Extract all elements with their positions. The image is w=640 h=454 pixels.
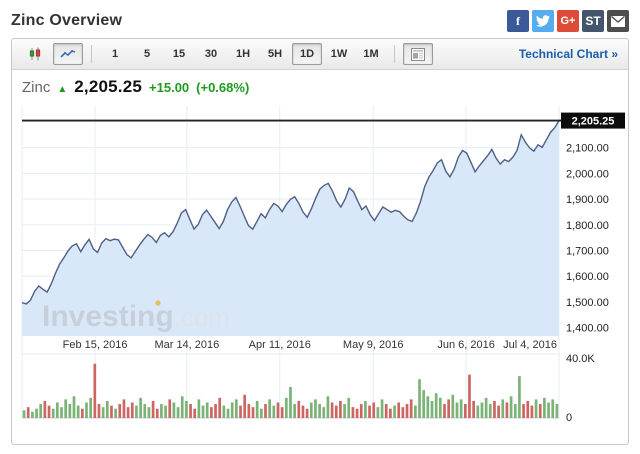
svg-text:2,000.00: 2,000.00 xyxy=(566,168,609,180)
watermark-logo-dot xyxy=(155,300,161,306)
quote-change: +15.00 xyxy=(149,80,190,95)
y-axis-labels: 2,100.00 2,000.00 1,900.00 1,800.00 1,700.00… xyxy=(566,143,609,335)
current-price-badge xyxy=(561,112,625,129)
timeframe-button-1m[interactable]: 1M xyxy=(363,48,379,60)
volume-bars xyxy=(22,363,559,418)
chart-type-line-button[interactable] xyxy=(53,43,83,65)
timeframe-button-5h[interactable]: 5H xyxy=(267,48,283,60)
price-line xyxy=(21,120,560,305)
price-up-arrow-icon: ▲ xyxy=(57,84,68,95)
svg-text:1,700.00: 1,700.00 xyxy=(566,245,609,257)
envelope-icon[interactable] xyxy=(607,10,629,32)
svg-text:Apr 11, 2016: Apr 11, 2016 xyxy=(249,339,311,351)
toolbar-divider xyxy=(91,45,92,63)
toolbar-divider xyxy=(394,45,395,63)
current-price-badge-label: 2,205.25 xyxy=(572,116,615,128)
page-header: Zinc Overview f G+ ST xyxy=(11,8,629,34)
line-chart-icon xyxy=(60,50,76,58)
timeframe-button-1w[interactable]: 1W xyxy=(330,48,348,60)
svg-text:Jun 6, 2016: Jun 6, 2016 xyxy=(437,339,495,351)
googleplus-icon[interactable]: G+ xyxy=(557,10,579,32)
svg-text:1,800.00: 1,800.00 xyxy=(566,220,609,232)
quote-row: Zinc ▲ 2,205.25 +15.00 (+0.68%) xyxy=(12,70,628,102)
svg-text:1,600.00: 1,600.00 xyxy=(566,271,609,283)
svg-text:Jul 4, 2016: Jul 4, 2016 xyxy=(503,339,557,351)
candlestick-icon xyxy=(29,47,41,61)
svg-text:40.0K: 40.0K xyxy=(566,353,595,365)
svg-text:0: 0 xyxy=(566,412,572,424)
svg-text:1,900.00: 1,900.00 xyxy=(566,194,609,206)
social-share-bar: f G+ ST xyxy=(507,10,629,32)
svg-text:2,100.00: 2,100.00 xyxy=(566,143,609,155)
twitter-bird-icon[interactable] xyxy=(532,10,554,32)
newspaper-icon xyxy=(411,47,425,61)
timeframe-button-1d[interactable]: 1D xyxy=(292,43,322,65)
timeframe-button-1h[interactable]: 1H xyxy=(235,48,251,60)
chart-type-buttons xyxy=(20,43,84,65)
svg-text:1,500.00: 1,500.00 xyxy=(566,297,609,309)
svg-text:Feb 15, 2016: Feb 15, 2016 xyxy=(63,339,128,351)
news-panel-button[interactable] xyxy=(403,43,433,65)
timeframe-button-30[interactable]: 30 xyxy=(204,48,218,60)
volume-axis-labels: 40.0K 0 xyxy=(566,353,595,424)
zinc-area-chart-svg: Investing.com 2,100.00 2,000.00 1,900.00 1,8… xyxy=(21,106,625,424)
price-area-fill xyxy=(22,120,559,336)
stocktwits-icon[interactable]: ST xyxy=(582,10,604,32)
timeframe-button-15[interactable]: 15 xyxy=(172,48,186,60)
x-axis-labels: Feb 15, 2016 Mar 14, 2016 Apr 11, 2016 May … xyxy=(63,339,557,351)
quote-symbol: Zinc xyxy=(22,79,51,96)
svg-text:1,400.00: 1,400.00 xyxy=(566,323,609,335)
timeframe-buttons: 1 5 15 30 1H 5H 1D 1W 1M xyxy=(99,43,387,65)
quote-change-percent: (+0.68%) xyxy=(196,80,250,95)
page-title: Zinc Overview xyxy=(11,12,123,29)
chart-toolbar: 1 5 15 30 1H 5H 1D 1W 1M Technical Chart » xyxy=(12,39,628,70)
svg-text:Mar 14, 2016: Mar 14, 2016 xyxy=(154,339,219,351)
price-chart[interactable]: Investing.com 2,100.00 2,000.00 1,900.00 1,8… xyxy=(12,102,628,444)
investing-com-watermark: Investing.com xyxy=(42,300,230,333)
svg-text:May 9, 2016: May 9, 2016 xyxy=(343,339,404,351)
chart-type-candlestick-button[interactable] xyxy=(21,43,51,65)
timeframe-button-1[interactable]: 1 xyxy=(111,48,119,60)
chart-widget: 1 5 15 30 1H 5H 1D 1W 1M Technical Chart » Zinc … xyxy=(11,38,629,445)
technical-chart-link[interactable]: Technical Chart » xyxy=(518,47,618,61)
facebook-icon[interactable]: f xyxy=(507,10,529,32)
timeframe-button-5[interactable]: 5 xyxy=(143,48,151,60)
quote-last-price: 2,205.25 xyxy=(74,77,143,96)
